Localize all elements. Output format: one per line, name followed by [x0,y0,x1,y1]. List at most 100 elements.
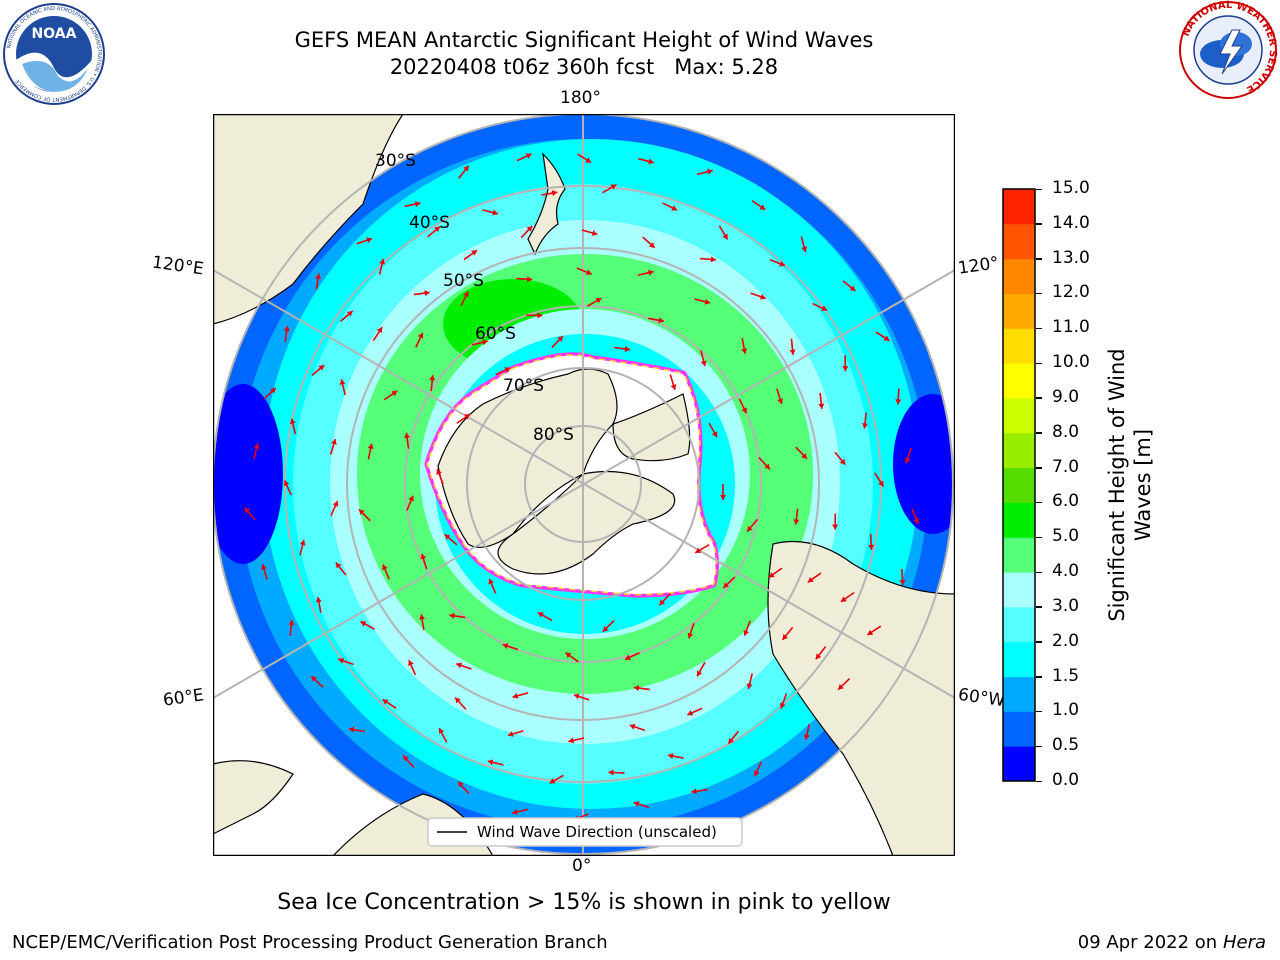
colorbar-tick-mark [1036,780,1042,782]
wave-arrow-head [289,418,296,425]
colorbar-block [1003,432,1035,469]
lon-label-0: 0° [572,856,592,876]
colorbar-tick-label: 11.0 [1052,317,1090,338]
wave-arrow-head [504,367,511,373]
chart-title: GEFS MEAN Antarctic Significant Height o… [294,28,874,52]
wave-arrow-head [779,702,786,709]
wave-arrow-head [723,582,729,588]
wave-arrow-head [687,632,694,639]
colorbar-tick-mark [1036,710,1042,713]
wave-arrow-head [417,332,424,339]
wave-arrow-head [648,242,655,248]
wave-arrow-head [549,778,556,784]
wave-arrow-head [832,524,839,530]
lat-label-80s: 80°S [533,425,574,445]
colorbar-block [1003,397,1035,434]
wave-arrow-head [633,801,640,807]
wave-arrow-head [807,576,814,583]
wave-arrow-head [696,670,703,677]
wave-arrow-head [867,629,874,635]
noaa-logo: NOAA NATIONAL OCEANIC AND ATMOSPHERIC AD… [3,3,105,105]
wave-arrow-head [526,226,533,232]
wave-arrow-head [728,737,734,744]
wave-arrow-head [700,360,707,367]
wave-arrow-head [408,660,414,666]
wave-arrow-head [913,518,920,524]
wave-arrow-head [367,443,374,450]
lat-label-40s: 40°S [409,213,450,233]
wave-arrow-head [436,469,442,475]
colorbar-tick-mark [1036,362,1042,365]
wave-arrow-head [849,285,856,291]
wave-arrow-head [348,726,355,733]
colorbar-block [1003,641,1035,678]
colorbar-block [1003,363,1035,399]
wave-arrow-head [315,273,322,280]
colorbar-tick-mark [1036,467,1042,469]
colorbar-tick-mark [1036,188,1042,190]
wave-arrow-head [899,579,906,586]
colorbar-block [1003,711,1035,747]
colorbar-tick-mark [1036,258,1042,260]
colorbar-tick-label: 1.0 [1052,700,1080,721]
wave-arrow-head [904,457,911,464]
wave-arrow-head [840,596,847,602]
wave-arrow-head [695,547,702,553]
wave-arrow-head [458,781,464,788]
wave-arrow-head [720,495,726,500]
wave-arrow-head [315,597,322,603]
lat-label-30s: 30°S [375,151,416,171]
colorbar-tick-label: 6.0 [1052,491,1080,512]
wave-arrow-head [671,205,678,211]
wave-arrow-head [449,612,455,619]
colorbar-tick-mark [1036,571,1042,574]
wave-arrow-head [625,654,631,661]
wave-arrow-head [382,564,388,571]
wave-arrow-head [759,204,766,210]
wave-arrow-head [591,230,598,236]
wave-arrow-head [842,366,849,372]
wave-arrow-head [585,269,592,276]
colorbar-tick-mark [1036,397,1042,399]
colorbar-block [1003,258,1035,294]
footer-date: 09 Apr 2022 on Hera [1078,932,1266,953]
wave-arrow-head [585,157,592,163]
colorbar-block [1003,328,1035,364]
wave-arrow-head [487,759,494,766]
noaa-text: NOAA [32,26,77,42]
wave-arrow-head [768,572,775,578]
colorbar-tick-label: 13.0 [1052,247,1090,268]
wave-arrow-head [299,539,306,546]
wave-arrow-head [659,599,666,606]
colorbar-tick-label: 9.0 [1052,386,1080,407]
wave-arrow-head [687,710,694,716]
lat-label-50s: 50°S [443,271,484,291]
colorbar-title-line2: Waves [m] [1131,428,1155,542]
colorbar-tick-label: 15.0 [1052,178,1090,198]
wave-arrow-head [754,770,760,777]
wave-arrow-head [789,349,796,355]
wave-arrow-head [456,662,462,669]
wave-arrow-head [658,317,664,324]
wave-arrow-head [444,534,451,540]
wave-arrow-head [525,153,532,159]
colorbar-tick-label: 12.0 [1052,282,1090,303]
wave-arrow-head [610,184,617,190]
wave-arrow-head [463,291,469,298]
colorbar-tick-mark [1036,606,1042,608]
lon-label-120e: 120°E [150,252,205,280]
colorbar-tick-label: 8.0 [1052,421,1080,442]
wave-arrow-head [568,737,574,744]
wave-arrow-head [408,495,414,502]
wave-arrow-head [434,226,440,233]
wave-arrow-head [801,246,808,252]
colorbar-tick-mark [1036,501,1042,504]
wave-arrow-head [359,509,365,516]
colorbar-tick-label: 7.0 [1052,456,1080,477]
wave-arrow-head [366,237,372,244]
colorbar-tick-label: 4.0 [1052,561,1080,582]
lon-label-60e: 60°E [161,685,206,711]
wave-arrow-head [711,431,718,438]
wave-arrow-head [815,653,822,660]
wave-arrow-head [624,346,631,352]
